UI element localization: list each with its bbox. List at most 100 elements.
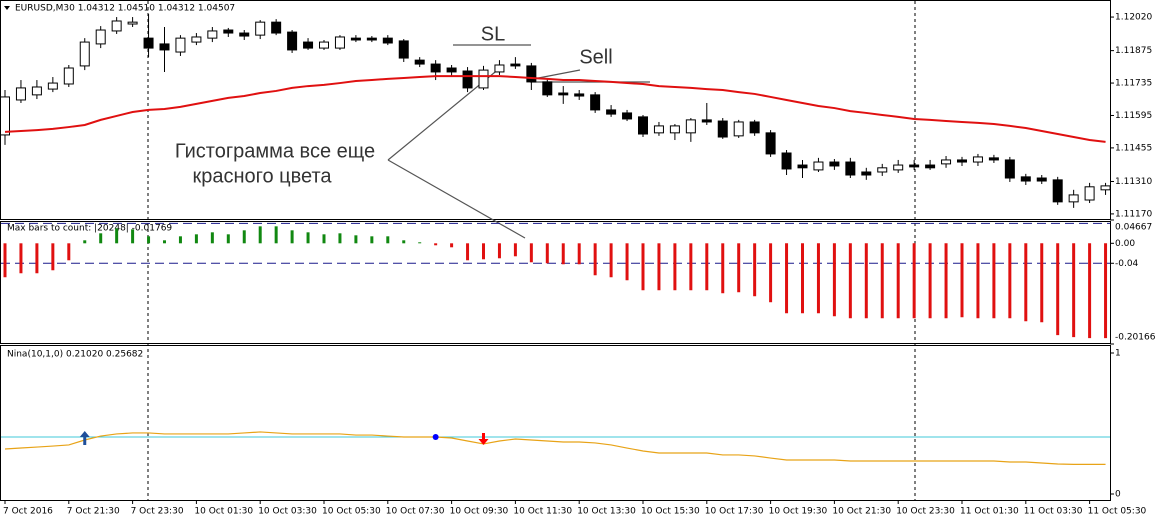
y-tick-label: 1.12020	[1115, 13, 1152, 23]
y-tick-label: 1.11595	[1115, 111, 1152, 121]
candle-body	[31, 86, 42, 96]
y-tick-label: 1.11170	[1115, 209, 1152, 219]
candle-body	[382, 37, 393, 44]
y-tick-label: 0	[1115, 490, 1121, 500]
candle-body	[350, 37, 361, 41]
candle-body	[334, 36, 345, 49]
candle-body	[1020, 176, 1031, 182]
candle-body	[685, 119, 696, 134]
candle-body	[143, 37, 154, 49]
x-tick-label: 10 Oct 05:30	[322, 507, 381, 517]
y-tick-label: 0.00	[1115, 239, 1135, 249]
annotation: SL	[481, 23, 505, 45]
candle-body	[590, 94, 601, 111]
candle-body	[15, 87, 26, 101]
candle-body	[0, 96, 10, 136]
candle-body	[829, 161, 840, 167]
candle-body	[574, 93, 585, 97]
x-tick-label: 10 Oct 07:30	[386, 507, 445, 517]
candle-body	[79, 41, 90, 67]
candle-body	[1052, 179, 1063, 203]
y-tick-label: 1	[1115, 349, 1121, 359]
candle-body	[845, 161, 856, 176]
x-tick-label: 10 Oct 01:30	[194, 507, 253, 517]
candle-body	[159, 43, 170, 51]
candle-body	[717, 120, 728, 138]
x-tick-label: 10 Oct 15:30	[641, 507, 700, 517]
note-pointer	[387, 159, 526, 239]
candle-body	[127, 21, 138, 25]
price-panel-title: EURUSD,M30 1.04312 1.04510 1.04312 1.045…	[15, 4, 235, 14]
x-tick-label: 10 Oct 23:30	[896, 507, 955, 517]
candle-body	[271, 21, 282, 34]
indicator-panel-title: Nina(10,1,0) 0.21020 0.25682	[7, 350, 143, 360]
candle-body	[1068, 194, 1079, 203]
y-tick-label: 0.04667	[1115, 223, 1152, 233]
candle-body	[941, 159, 952, 165]
x-tick-label: 10 Oct 11:30	[513, 507, 572, 517]
histogram-panel-title: Max bars to count: |20248| -0.01769	[7, 224, 172, 234]
candle-body	[988, 157, 999, 161]
x-tick-label: 10 Oct 21:30	[832, 507, 891, 517]
candle-body	[223, 29, 234, 34]
x-tick-label: 10 Oct 09:30	[450, 507, 509, 517]
indicator-panel	[0, 345, 1111, 501]
buy-arrow	[79, 431, 90, 446]
candle-body	[653, 125, 664, 134]
y-tick-label: -0.20166	[1115, 333, 1156, 343]
candle-body	[701, 119, 712, 123]
candle-body	[255, 21, 266, 36]
candle-body	[462, 70, 473, 89]
candle-body	[542, 81, 553, 96]
candle-body	[749, 121, 760, 134]
candle-body	[1004, 159, 1015, 179]
x-tick-label: 7 Oct 21:30	[67, 507, 120, 517]
candle-body	[957, 159, 967, 163]
candle-body	[287, 31, 298, 51]
candle-body	[63, 67, 74, 85]
candle-body	[765, 132, 776, 155]
symbol-menu-icon[interactable]	[4, 6, 10, 10]
candle-body	[175, 37, 186, 53]
y-tick-label: -0.04	[1115, 259, 1139, 269]
x-tick-label: 11 Oct 03:30	[1024, 507, 1083, 517]
candle-body	[430, 63, 441, 73]
candle-body	[191, 36, 202, 43]
candle-body	[111, 20, 122, 32]
signal-dot	[432, 434, 439, 441]
candle-body	[1084, 186, 1095, 201]
candle-body	[925, 164, 936, 169]
candle-body	[414, 59, 425, 65]
moving-average	[4, 75, 1106, 143]
x-tick-label: 10 Oct 19:30	[769, 507, 828, 517]
candle-body	[1100, 185, 1111, 191]
candle-body	[861, 171, 872, 176]
y-tick-label: 1.11875	[1115, 46, 1152, 56]
candle-body	[478, 69, 489, 89]
candle-body	[319, 41, 329, 49]
candle-body	[558, 92, 569, 96]
candle-body	[366, 37, 377, 41]
candle-body	[893, 164, 904, 171]
x-tick-label: 7 Oct 23:30	[131, 507, 184, 517]
candle-body	[207, 30, 218, 39]
candle-body	[47, 82, 58, 90]
x-tick-label: 10 Oct 17:30	[705, 507, 764, 517]
candle-body	[909, 164, 920, 168]
candle-body	[797, 164, 808, 169]
y-tick-label: 1.11455	[1115, 143, 1152, 153]
indicator-line	[4, 431, 1106, 465]
candle-body	[526, 65, 537, 83]
x-tick-label: 10 Oct 13:30	[577, 507, 636, 517]
candle-body	[781, 152, 792, 170]
candle-body	[606, 109, 617, 115]
sell-arrow	[478, 433, 489, 446]
histogram-panel	[0, 221, 1111, 344]
annotation: Sell	[579, 46, 612, 68]
candle-body	[494, 64, 505, 73]
y-tick-label: 1.11735	[1115, 79, 1152, 89]
x-tick-label: 11 Oct 05:30	[1088, 507, 1147, 517]
candle-body	[972, 156, 983, 163]
x-tick-label: 7 Oct 2016	[3, 507, 53, 517]
